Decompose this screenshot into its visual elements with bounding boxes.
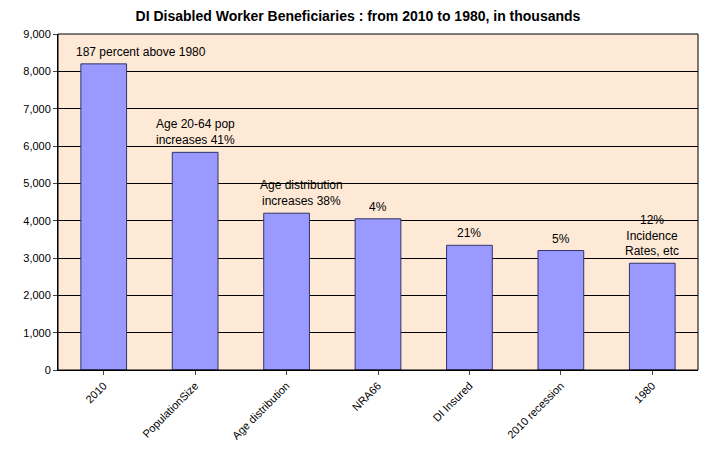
svg-text:PopulationSize: PopulationSize [140, 380, 200, 440]
svg-text:Age distributionincreases 38%: Age distributionincreases 38% [260, 178, 343, 208]
svg-text:21%: 21% [457, 226, 481, 240]
svg-text:7,000: 7,000 [23, 103, 51, 115]
svg-text:Age distribution: Age distribution [230, 380, 292, 442]
svg-text:2,000: 2,000 [23, 289, 51, 301]
svg-text:Age 20-64 popincreases 41%: Age 20-64 popincreases 41% [156, 117, 235, 147]
svg-text:2010 recession: 2010 recession [505, 380, 566, 441]
svg-text:12%IncidenceRates, etc: 12%IncidenceRates, etc [625, 213, 679, 258]
svg-text:9,000: 9,000 [23, 28, 51, 40]
svg-text:1,000: 1,000 [23, 327, 51, 339]
svg-text:5%: 5% [552, 232, 570, 246]
svg-text:1980: 1980 [632, 380, 658, 406]
svg-text:DI Disabled Worker Beneficiari: DI Disabled Worker Beneficiaries : from … [136, 8, 581, 24]
svg-text:4,000: 4,000 [23, 215, 51, 227]
svg-text:0: 0 [45, 364, 51, 376]
svg-text:4%: 4% [369, 200, 387, 214]
svg-text:DI Insured: DI Insured [430, 380, 474, 424]
svg-text:6,000: 6,000 [23, 140, 51, 152]
svg-text:NRA66: NRA66 [350, 380, 384, 414]
svg-text:2010: 2010 [83, 380, 109, 406]
svg-text:5,000: 5,000 [23, 177, 51, 189]
svg-text:8,000: 8,000 [23, 65, 51, 77]
svg-text:3,000: 3,000 [23, 252, 51, 264]
svg-text:187 percent above 1980: 187 percent above 1980 [76, 45, 206, 59]
